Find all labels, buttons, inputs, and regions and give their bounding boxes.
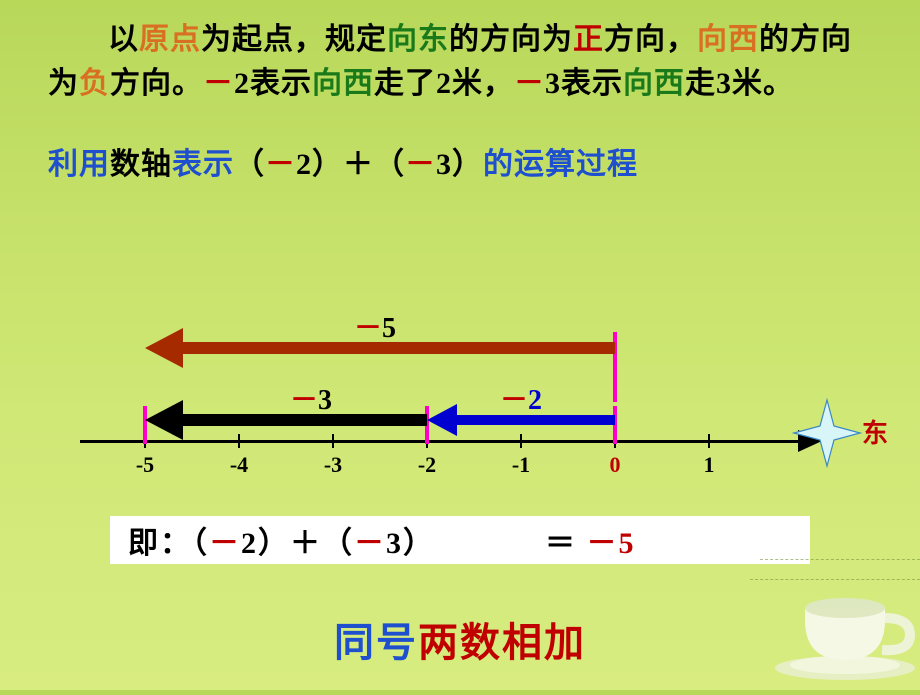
vector-arrowhead-icon	[145, 328, 183, 368]
t: 的运算过程	[483, 148, 638, 181]
axis-tick-label: 1	[704, 452, 715, 478]
equation-left: 即：（－2）＋（－3）	[128, 518, 435, 562]
vector-arrowhead-icon	[145, 400, 183, 440]
minus: －	[514, 67, 545, 100]
vector-body	[183, 342, 615, 354]
instruction-line: 利用数轴表示（－2）＋（－3）的运算过程	[48, 139, 872, 183]
t: 走了	[374, 67, 436, 100]
num: 2	[436, 67, 452, 100]
position-marker	[613, 406, 617, 444]
t: 方向。	[110, 67, 203, 100]
t: 为起点，规定	[201, 23, 387, 56]
axis-tick-label: -2	[418, 452, 436, 478]
t: 米，	[452, 67, 514, 100]
t: 走	[685, 67, 716, 100]
t: 米。	[732, 67, 794, 100]
west-word: 向西	[697, 23, 759, 56]
num: 3	[386, 527, 403, 560]
axis-tick-label: -4	[230, 452, 248, 478]
pos-word: 正	[573, 23, 604, 56]
compass-icon	[792, 398, 862, 468]
axis-tick-label: -5	[136, 452, 154, 478]
equation-box: 即：（－2）＋（－3） ＝ －5	[110, 516, 810, 564]
axis-line	[80, 440, 800, 443]
number-line-diagram: -5 -4 -3 -2 -1 0 1 －5 －3 －2	[0, 280, 920, 500]
t: 两数相加	[418, 620, 586, 665]
t: 表示	[172, 148, 234, 181]
axis-tick	[238, 434, 240, 448]
t: ）＋（	[258, 527, 354, 560]
east-word: 向东	[387, 23, 449, 56]
t: 表示	[561, 67, 623, 100]
west-word: 向西	[623, 67, 685, 100]
axis-tick	[332, 434, 334, 448]
paren: ）	[312, 148, 343, 181]
t: 即：（	[128, 527, 209, 560]
west-word: 向西	[312, 67, 374, 100]
plus: ＋	[343, 148, 374, 181]
paren: ）	[452, 148, 483, 181]
num: 5	[619, 527, 636, 560]
vector-label: －5	[354, 306, 396, 346]
minus: －	[203, 67, 234, 100]
minus: －	[405, 148, 436, 181]
axis-tick	[520, 434, 522, 448]
num: 2	[241, 527, 258, 560]
vector-label: －2	[500, 378, 542, 418]
vector-label: －3	[290, 378, 332, 418]
num: 3	[545, 67, 561, 100]
num: 3	[716, 67, 732, 100]
minus: －	[587, 527, 619, 560]
t: 表示	[250, 67, 312, 100]
context-paragraph: 以原点为起点，规定向东的方向为正方向，向西的方向为负方向。－2表示向西走了2米，…	[48, 18, 872, 105]
paren: （	[234, 148, 265, 181]
paren: （	[374, 148, 405, 181]
num: 2	[296, 148, 312, 181]
minus: －	[265, 148, 296, 181]
teacup-icon	[750, 540, 920, 690]
t: 同号	[334, 620, 418, 665]
t: ）	[403, 527, 435, 560]
equation-right: ＝ －5	[545, 518, 636, 562]
equals: ＝	[545, 527, 577, 560]
axis-tick	[708, 434, 710, 448]
axis-tick-label: 0	[610, 452, 621, 478]
east-label: 东	[862, 413, 888, 450]
t: 数轴	[110, 148, 172, 181]
t: 以	[108, 23, 139, 56]
axis-tick-label: -1	[512, 452, 530, 478]
t: 的方向为	[449, 23, 573, 56]
minus: －	[354, 527, 386, 560]
t: 利用	[48, 148, 110, 181]
num: 2	[234, 67, 250, 100]
neg-word: 负	[79, 67, 110, 100]
axis-tick-label: -3	[324, 452, 342, 478]
vector-arrowhead-icon	[427, 404, 457, 436]
origin-word: 原点	[139, 23, 201, 56]
minus: －	[209, 527, 241, 560]
num: 3	[436, 148, 452, 181]
t: 方向，	[604, 23, 697, 56]
